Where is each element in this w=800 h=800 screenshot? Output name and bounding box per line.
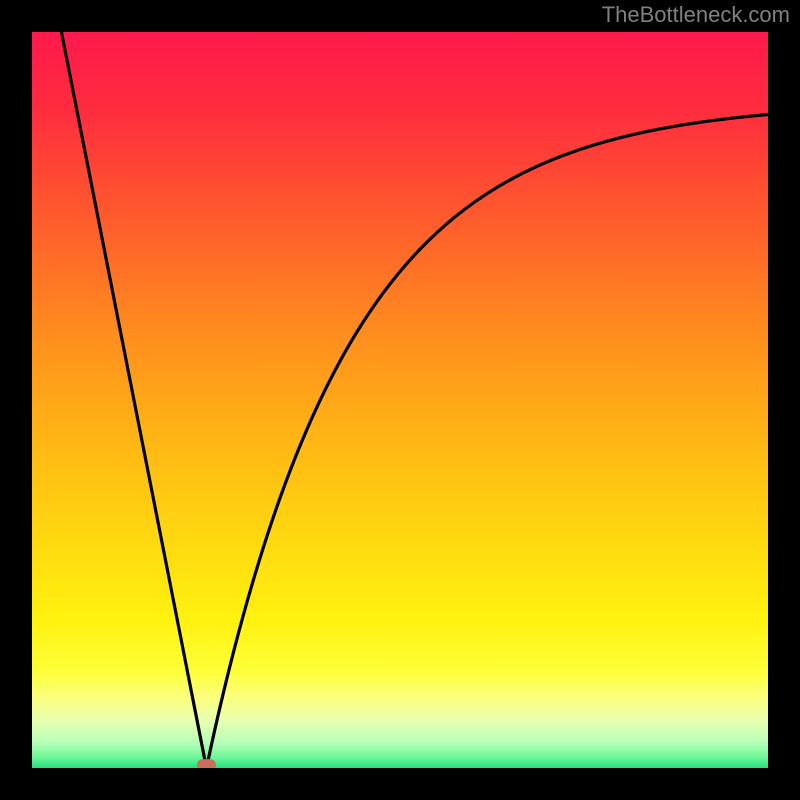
chart-frame: TheBottleneck.com <box>0 0 800 800</box>
watermark-text: TheBottleneck.com <box>602 2 790 28</box>
gradient-background <box>32 32 768 768</box>
plot-area <box>32 32 768 768</box>
optimum-marker <box>197 759 216 768</box>
